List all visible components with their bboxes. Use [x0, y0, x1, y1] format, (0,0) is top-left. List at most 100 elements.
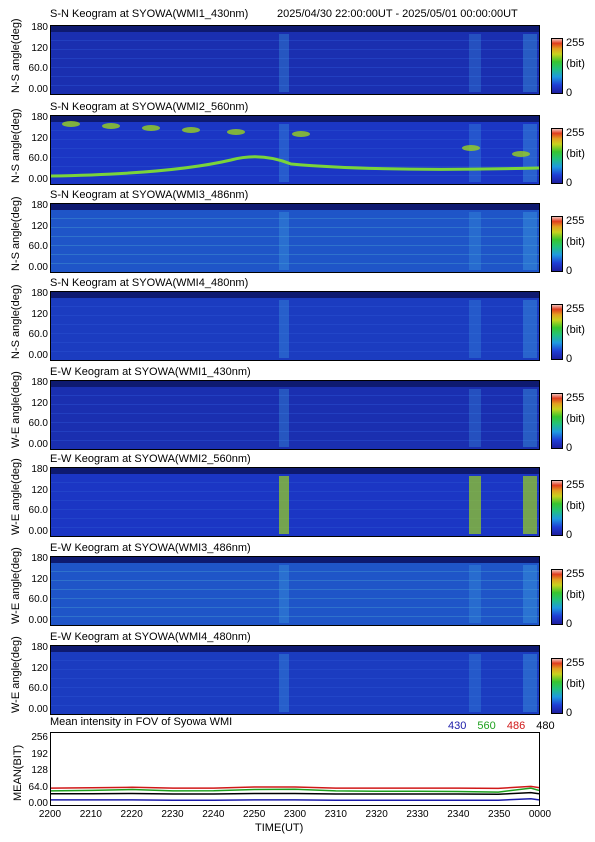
colorbar: [551, 304, 563, 360]
x-tick: 2310: [324, 809, 347, 820]
keogram-image-7: [50, 556, 540, 626]
legend: 430 560 486 480: [448, 720, 555, 732]
keogram-ytick: 60.0: [28, 241, 48, 253]
legend-486: 486: [506, 720, 526, 732]
keogram-ytick: 0.00: [28, 704, 48, 715]
colorbar-max-label: 255: [566, 37, 585, 49]
keogram-ytick: 120: [31, 484, 48, 496]
colorbar-min-label: 0: [566, 529, 573, 541]
colorbar-unit-label: (bit): [566, 236, 585, 248]
x-tick: 2350: [488, 809, 511, 820]
keogram-ytick: 0.00: [28, 526, 48, 537]
keogram-ytick: 120: [31, 220, 48, 232]
series-line-430: [51, 798, 540, 801]
keogram-ytick: 0.00: [28, 439, 48, 450]
keogram-title-2: S-N Keogram at SYOWA(WMI2_560nm): [50, 101, 249, 113]
legend-480: 480: [536, 720, 555, 732]
colorbar: [551, 569, 563, 625]
x-axis-label: TIME(UT): [255, 822, 304, 834]
keogram-ytick: 120: [31, 132, 48, 144]
x-tick: 2230: [161, 809, 184, 820]
keogram-ytick: 120: [31, 42, 48, 54]
colorbar-unit-label: (bit): [566, 500, 585, 512]
keogram-title-3: S-N Keogram at SYOWA(WMI3_486nm): [50, 189, 249, 201]
keogram-ytick: 180: [31, 112, 48, 123]
keogram-title-5: E-W Keogram at SYOWA(WMI1_430nm): [50, 366, 251, 378]
first-panel-title: S-N Keogram at SYOWA(WMI1_430nm): [50, 8, 249, 20]
x-tick: 2320: [365, 809, 388, 820]
keogram-ytick: 0.00: [28, 350, 48, 361]
keogram-title-7: E-W Keogram at SYOWA(WMI3_486nm): [50, 542, 251, 554]
colorbar-unit-label: (bit): [566, 148, 585, 160]
colorbar: [551, 658, 563, 714]
x-tick: 2330: [406, 809, 429, 820]
keogram-ytick: 0.00: [28, 84, 48, 95]
colorbar-unit-label: (bit): [566, 678, 585, 690]
keogram-ytick: 180: [31, 553, 48, 564]
keogram-ytick: 60.0: [28, 329, 48, 341]
keogram-image-5: [50, 380, 540, 450]
keogram-image-6: [50, 467, 540, 537]
keogram-ytick: 180: [31, 377, 48, 388]
keogram-ytick: 60.0: [28, 418, 48, 430]
mean-intensity-chart: [50, 785, 540, 801]
colorbar: [551, 38, 563, 94]
keogram-ytick: 0.00: [28, 262, 48, 273]
keogram-ytick: 60.0: [28, 505, 48, 517]
colorbar-unit-label: (bit): [566, 58, 585, 70]
keogram-title-6: E-W Keogram at SYOWA(WMI2_560nm): [50, 453, 251, 465]
keogram-ytick: 60.0: [28, 153, 48, 165]
keogram-ytick: 60.0: [28, 683, 48, 695]
colorbar-max-label: 255: [566, 568, 585, 580]
keogram-ytick: 180: [31, 464, 48, 475]
mean-chart-title: Mean intensity in FOV of Syowa WMI: [50, 716, 233, 728]
x-tick: 2250: [243, 809, 266, 820]
keogram-ytick: 0.00: [28, 615, 48, 626]
mean-ytick: 0.00: [28, 798, 48, 809]
colorbar-min-label: 0: [566, 265, 573, 277]
keogram-ytick: 180: [31, 22, 48, 33]
x-tick: 0000: [528, 809, 552, 820]
keogram-ytick: 120: [31, 397, 48, 409]
legend-430: 430: [448, 720, 467, 732]
series-line-486: [50, 785, 540, 790]
colorbar-max-label: 255: [566, 657, 585, 669]
x-tick: 2220: [120, 809, 143, 820]
colorbar: [551, 128, 563, 184]
keogram-ytick: 180: [31, 200, 48, 211]
colorbar: [551, 393, 563, 449]
colorbar-max-label: 255: [566, 303, 585, 315]
x-tick: 2300: [283, 809, 307, 820]
mean-ytick: 128: [31, 765, 48, 776]
colorbar-min-label: 0: [566, 442, 573, 454]
keogram-ytick: 120: [31, 662, 48, 674]
keogram-ytick: 120: [31, 573, 48, 585]
keogram-ytick: 120: [31, 308, 48, 320]
keogram-title-4: S-N Keogram at SYOWA(WMI4_480nm): [50, 277, 249, 289]
keogram-image-3: [50, 203, 540, 273]
colorbar-max-label: 255: [566, 392, 585, 404]
colorbar-unit-label: (bit): [566, 413, 585, 425]
keogram-ytick: 60.0: [28, 63, 48, 75]
colorbar-min-label: 0: [566, 177, 573, 189]
legend-560: 560: [477, 720, 496, 732]
mean-ytick: 192: [31, 748, 48, 760]
colorbar-min-label: 0: [566, 87, 573, 99]
x-tick: 2240: [202, 809, 225, 820]
series-line-480: [51, 791, 540, 796]
keogram-image-2: [50, 115, 540, 185]
keogram-ytick: 180: [31, 288, 48, 299]
mean-ytick: 64.0: [28, 781, 48, 793]
x-tick: 2340: [447, 809, 470, 820]
colorbar-min-label: 0: [566, 707, 573, 719]
keogram-image-1: [50, 25, 540, 95]
keogram-ytick: 60.0: [28, 594, 48, 606]
colorbar-max-label: 255: [566, 215, 585, 227]
x-tick: 2210: [79, 809, 102, 820]
colorbar: [551, 480, 563, 536]
keogram-ytick: 0.00: [28, 174, 48, 185]
colorbar-min-label: 0: [566, 353, 573, 365]
keogram-title-8: E-W Keogram at SYOWA(WMI4_480nm): [50, 631, 251, 643]
keogram-image-4: [50, 291, 540, 361]
colorbar: [551, 216, 563, 272]
